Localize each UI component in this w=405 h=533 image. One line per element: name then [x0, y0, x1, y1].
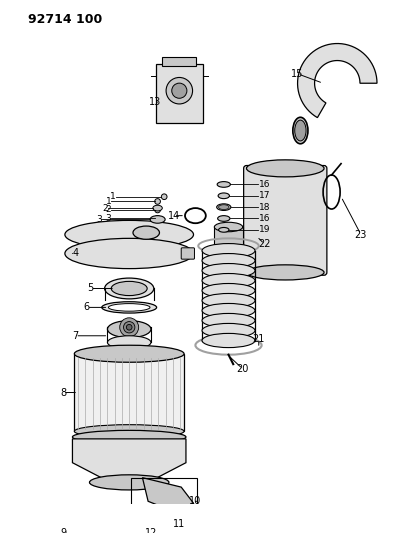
Circle shape — [155, 199, 160, 204]
Text: 9: 9 — [60, 528, 66, 533]
Ellipse shape — [202, 273, 255, 288]
Ellipse shape — [202, 244, 255, 258]
Ellipse shape — [65, 238, 194, 269]
Text: 11: 11 — [173, 519, 185, 529]
Text: 7: 7 — [72, 331, 79, 341]
Text: 16: 16 — [259, 214, 270, 223]
Text: 5: 5 — [87, 284, 94, 294]
Polygon shape — [298, 44, 377, 118]
Ellipse shape — [104, 278, 154, 299]
Ellipse shape — [247, 160, 324, 177]
Text: 12: 12 — [145, 528, 157, 533]
Text: 1: 1 — [106, 197, 111, 206]
Ellipse shape — [111, 281, 147, 296]
Circle shape — [126, 325, 132, 330]
Ellipse shape — [217, 216, 230, 221]
Ellipse shape — [153, 205, 162, 211]
Ellipse shape — [219, 205, 229, 209]
Ellipse shape — [217, 182, 230, 187]
Text: 20: 20 — [237, 364, 249, 374]
Text: 10: 10 — [189, 496, 202, 506]
Ellipse shape — [90, 475, 169, 490]
Text: 4: 4 — [72, 248, 78, 259]
Text: 21: 21 — [253, 334, 265, 344]
Polygon shape — [72, 439, 186, 482]
Text: 92714 100: 92714 100 — [28, 13, 102, 26]
Ellipse shape — [202, 303, 255, 318]
Circle shape — [155, 207, 160, 213]
Circle shape — [124, 321, 135, 333]
FancyBboxPatch shape — [75, 354, 184, 431]
Text: 6: 6 — [83, 302, 90, 312]
Ellipse shape — [218, 193, 230, 199]
FancyBboxPatch shape — [181, 248, 194, 259]
Text: 15: 15 — [291, 69, 304, 79]
Text: 23: 23 — [355, 230, 367, 239]
Text: 18: 18 — [259, 203, 270, 212]
Text: 3: 3 — [96, 215, 102, 224]
Circle shape — [161, 194, 167, 199]
Ellipse shape — [150, 216, 165, 223]
Ellipse shape — [214, 222, 243, 232]
Ellipse shape — [202, 334, 255, 348]
Ellipse shape — [202, 313, 255, 328]
Ellipse shape — [217, 204, 231, 211]
Ellipse shape — [133, 226, 160, 239]
Text: 19: 19 — [259, 225, 270, 235]
Ellipse shape — [247, 265, 324, 280]
Text: 8: 8 — [60, 387, 66, 398]
Circle shape — [120, 318, 139, 337]
Ellipse shape — [202, 284, 255, 297]
Ellipse shape — [107, 336, 151, 349]
Text: 17: 17 — [259, 191, 270, 200]
Ellipse shape — [87, 530, 100, 533]
Ellipse shape — [109, 304, 150, 311]
Circle shape — [155, 216, 160, 221]
Circle shape — [172, 83, 187, 98]
Ellipse shape — [75, 425, 184, 438]
Text: 1: 1 — [110, 192, 116, 201]
Text: 2: 2 — [103, 204, 109, 213]
Circle shape — [135, 520, 143, 528]
Ellipse shape — [295, 120, 306, 141]
Ellipse shape — [202, 294, 255, 308]
Ellipse shape — [107, 321, 151, 338]
Ellipse shape — [65, 220, 194, 249]
Text: 16: 16 — [259, 180, 270, 189]
Polygon shape — [143, 478, 194, 513]
Text: 2: 2 — [106, 206, 111, 214]
Ellipse shape — [293, 117, 308, 144]
Ellipse shape — [202, 263, 255, 278]
FancyBboxPatch shape — [156, 64, 203, 123]
Ellipse shape — [202, 254, 255, 268]
FancyBboxPatch shape — [214, 227, 243, 254]
Text: 14: 14 — [168, 211, 180, 221]
Ellipse shape — [75, 345, 184, 362]
Ellipse shape — [219, 228, 229, 232]
Ellipse shape — [202, 324, 255, 337]
Ellipse shape — [102, 302, 157, 313]
Text: 13: 13 — [149, 97, 161, 107]
Circle shape — [166, 77, 192, 104]
Circle shape — [112, 531, 118, 533]
Text: 3: 3 — [106, 214, 111, 223]
Text: 22: 22 — [258, 239, 271, 249]
FancyBboxPatch shape — [244, 166, 327, 275]
Ellipse shape — [72, 430, 186, 443]
FancyBboxPatch shape — [162, 56, 196, 66]
